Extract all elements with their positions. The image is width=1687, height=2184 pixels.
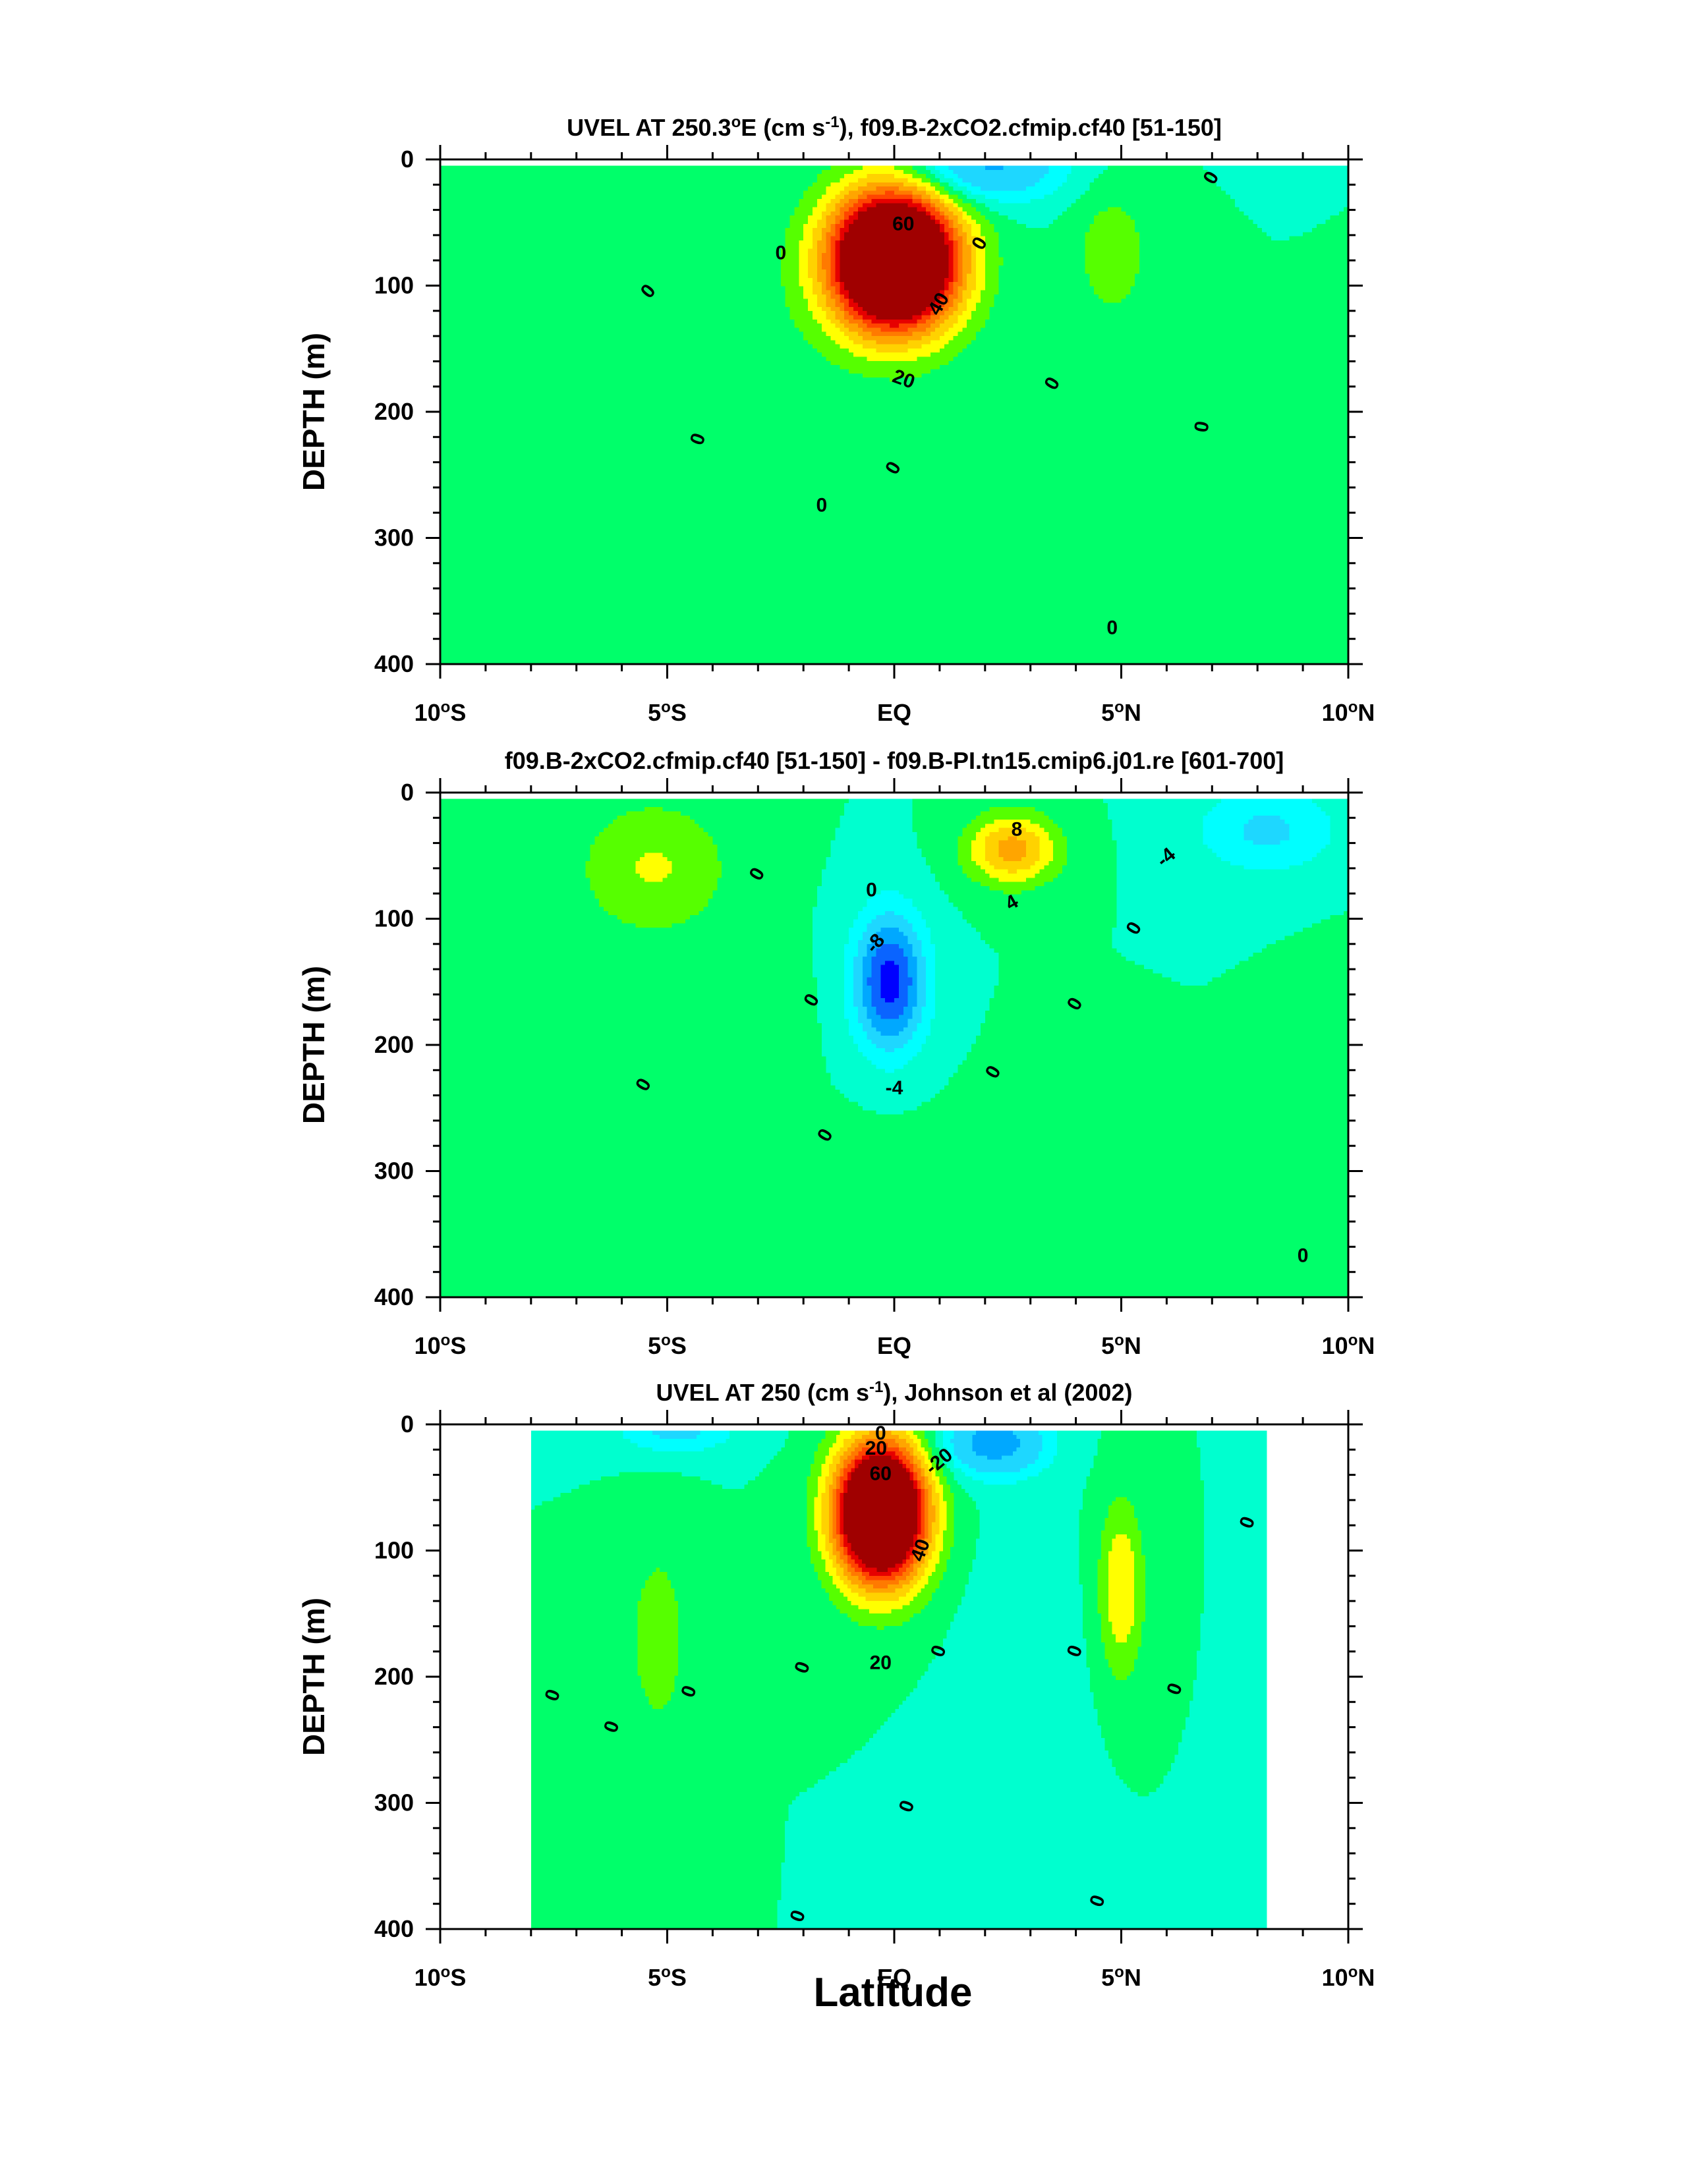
x-axis-label: Latitude	[813, 1970, 972, 2015]
x-tick-label: 10oN	[1322, 698, 1375, 727]
x-tick-label: 5oS	[648, 698, 687, 727]
x-tick-label: EQ	[877, 699, 911, 726]
panel-title: UVEL AT 250 (cm s-1), Johnson et al (200…	[656, 1378, 1133, 1407]
contour-fill-panel-2	[440, 799, 1349, 1298]
y-tick-label: 0	[401, 779, 414, 806]
x-tick-label: 10oS	[415, 1331, 467, 1360]
y-tick-label: 400	[374, 1283, 414, 1310]
contour-label: 8	[1012, 818, 1023, 840]
contour-fill-panel-3	[531, 1431, 1267, 1930]
x-tick-label: 5oN	[1101, 1331, 1141, 1360]
contour-label: 0	[775, 242, 786, 264]
contour-label: 0	[866, 879, 877, 901]
x-tick-label: 10oN	[1322, 1331, 1375, 1360]
contour-label: 0	[1106, 617, 1118, 638]
panel-title: f09.B-2xCO2.cfmip.cf40 [51-150] - f09.B-…	[505, 747, 1284, 774]
contour-label: -4	[886, 1077, 903, 1099]
contour-label: 20	[865, 1438, 887, 1459]
x-tick-label: 10oN	[1322, 1963, 1375, 1992]
y-tick-label: 0	[401, 1411, 414, 1438]
x-tick-label: EQ	[877, 1332, 911, 1359]
contour-label: 0	[816, 495, 827, 517]
y-tick-label: 200	[374, 1031, 414, 1058]
y-tick-label: 100	[374, 1537, 414, 1564]
panel-title: UVEL AT 250.3oE (cm s-1), f09.B-2xCO2.cf…	[567, 113, 1222, 142]
x-tick-label: 5oN	[1101, 698, 1141, 727]
y-tick-label: 100	[374, 272, 414, 299]
y-tick-label: 300	[374, 524, 414, 551]
x-tick-label: 5oS	[648, 1963, 687, 1992]
contour-fill-panel-1	[440, 166, 1349, 665]
y-tick-label: 400	[374, 650, 414, 677]
x-tick-label: 10oS	[415, 698, 467, 727]
y-tick-label: 300	[374, 1158, 414, 1185]
contour-label: 60	[892, 213, 914, 235]
x-tick-label: 10oS	[415, 1963, 467, 1992]
y-axis-label: DEPTH (m)	[297, 333, 331, 491]
y-tick-label: 200	[374, 1663, 414, 1690]
contour-label: 20	[870, 1652, 892, 1674]
contour-label: 0	[1298, 1245, 1309, 1267]
y-tick-label: 200	[374, 398, 414, 425]
x-tick-label: 5oS	[648, 1331, 687, 1360]
y-tick-label: 100	[374, 905, 414, 932]
y-axis-label: DEPTH (m)	[297, 966, 331, 1124]
y-axis-label: DEPTH (m)	[297, 1598, 331, 1756]
y-tick-label: 0	[401, 146, 414, 173]
contour-label: 60	[870, 1463, 892, 1485]
y-tick-label: 300	[374, 1789, 414, 1816]
y-tick-label: 400	[374, 1915, 414, 1942]
x-tick-label: 5oN	[1101, 1963, 1141, 1992]
